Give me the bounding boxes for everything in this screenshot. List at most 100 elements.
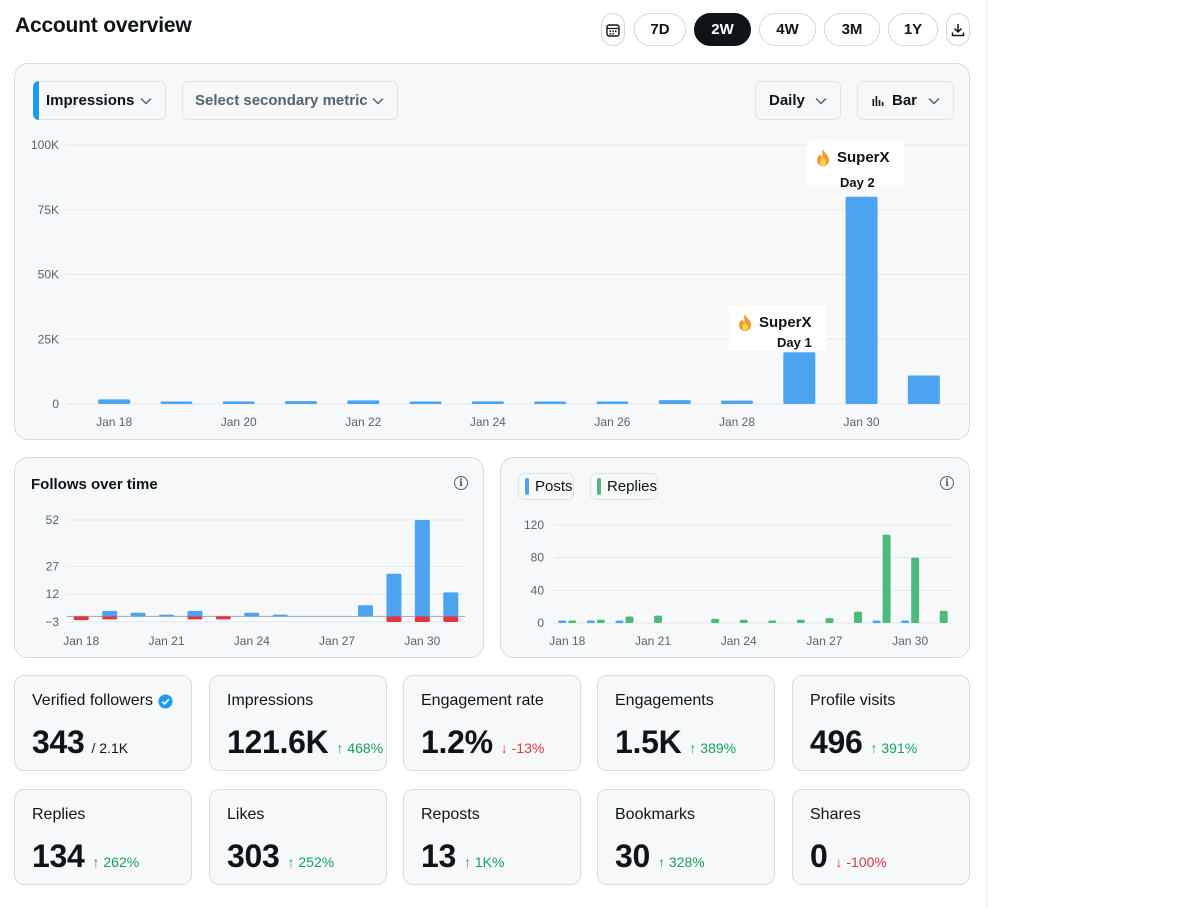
stat-value: 134 — [32, 838, 85, 874]
follows-bar — [244, 612, 260, 617]
replies-bar — [568, 620, 577, 623]
bar — [658, 400, 691, 404]
unfollows-bar — [73, 616, 89, 621]
info-icon[interactable]: i — [454, 476, 468, 490]
stat-change: ↓ -13% — [500, 740, 545, 756]
x-tick-label: Jan 28 — [719, 415, 755, 429]
content-divider — [986, 0, 987, 909]
unfollows-bar — [443, 616, 459, 622]
bar — [471, 401, 504, 404]
x-tick-label: Jan 18 — [63, 634, 99, 648]
stat-label-text: Engagement rate — [421, 692, 544, 709]
stat-card-shares[interactable]: Shares 0 ↓ -100% — [792, 789, 970, 885]
stat-value: 343 — [32, 724, 85, 760]
y-tick-label: 40 — [531, 583, 545, 597]
stat-card-replies[interactable]: Replies 134 ↑ 262% — [14, 789, 192, 885]
replies-bar — [768, 620, 777, 623]
stat-value-row: 0 ↓ -100% — [810, 838, 887, 875]
x-tick-label: Jan 18 — [96, 415, 132, 429]
stat-card-verified-followers[interactable]: Verified followers 343 / 2.1K — [14, 675, 192, 771]
stat-value: 303 — [227, 838, 280, 874]
chevron-down-icon — [928, 97, 940, 105]
metric-color-indicator — [33, 81, 39, 120]
bar — [222, 401, 255, 404]
posts-swatch — [525, 478, 529, 495]
follows-title: Follows over time — [31, 476, 158, 493]
info-icon[interactable]: i — [940, 476, 954, 490]
stat-label: Likes — [227, 806, 264, 824]
x-tick-label: Jan 24 — [470, 415, 506, 429]
bar — [783, 352, 816, 404]
x-tick-label: Jan 20 — [221, 415, 257, 429]
replies-bar — [625, 616, 634, 623]
range-3m-button[interactable]: 3M — [824, 13, 880, 46]
interval-select[interactable]: Daily — [755, 81, 841, 120]
y-tick-label: 25K — [38, 332, 59, 346]
stat-value-row: 303 ↑ 252% — [227, 838, 334, 875]
x-tick-label: Jan 18 — [549, 634, 585, 648]
replies-bar — [711, 618, 720, 623]
range-7d-button[interactable]: 7D — [634, 13, 686, 46]
stat-value-row: 30 ↑ 328% — [615, 838, 705, 875]
chart-type-select[interactable]: Bar — [857, 81, 954, 120]
stat-label: Replies — [32, 806, 85, 824]
stat-label: Shares — [810, 806, 861, 824]
unfollows-bar — [187, 616, 203, 620]
stat-card-bookmarks[interactable]: Bookmarks 30 ↑ 328% — [597, 789, 775, 885]
legend-posts[interactable]: Posts — [518, 473, 574, 500]
range-2w-button[interactable]: 2W — [694, 13, 751, 46]
legend-replies[interactable]: Replies — [590, 473, 658, 500]
range-4w-button[interactable]: 4W — [759, 13, 816, 46]
stat-card-likes[interactable]: Likes 303 ↑ 252% — [209, 789, 387, 885]
calendar-icon — [606, 23, 620, 37]
unfollows-bar — [386, 616, 402, 622]
download-icon — [951, 23, 965, 36]
follows-bar — [386, 573, 402, 617]
stat-card-reposts[interactable]: Reposts 13 ↑ 1K% — [403, 789, 581, 885]
stat-card-engagements[interactable]: Engagements 1.5K ↑ 389% — [597, 675, 775, 771]
stat-label: Bookmarks — [615, 806, 695, 824]
y-tick-label: 12 — [46, 587, 60, 601]
stat-label: Engagement rate — [421, 692, 544, 710]
primary-metric-select[interactable]: Impressions — [33, 81, 166, 120]
x-tick-label: Jan 22 — [345, 415, 381, 429]
y-tick-label: 75K — [38, 203, 59, 217]
follows-bar — [443, 592, 459, 617]
stat-label: Engagements — [615, 692, 714, 710]
follows-bar — [102, 610, 118, 617]
bar — [596, 401, 629, 404]
stat-label-text: Bookmarks — [615, 806, 696, 823]
stat-label-text: Engagements — [615, 692, 714, 709]
secondary-metric-select[interactable]: Select secondary metric — [182, 81, 398, 120]
stat-card-profile-visits[interactable]: Profile visits 496 ↑ 391% — [792, 675, 970, 771]
replies-bar — [796, 619, 805, 623]
follows-bar — [187, 610, 203, 617]
superx-brand: SuperX — [759, 314, 812, 331]
posts-bar — [615, 620, 624, 623]
range-1y-button[interactable]: 1Y — [888, 13, 938, 46]
chevron-down-icon — [140, 97, 152, 105]
bar-chart-icon — [872, 96, 884, 106]
stat-change: ↑ 468% — [336, 740, 384, 756]
primary-metric-label: Impressions — [46, 92, 135, 109]
replies-bar — [825, 618, 834, 623]
unfollows-bar — [215, 616, 231, 620]
stat-value: 30 — [615, 838, 650, 874]
replies-bar — [939, 610, 948, 623]
download-button[interactable] — [946, 13, 970, 46]
stat-label-text: Reposts — [421, 806, 480, 823]
bar — [534, 401, 567, 404]
y-tick-label: 120 — [524, 518, 544, 532]
follows-bar-chart: 52 27 12 −3 Jan 18 Jan 21 Jan 24 Jan 27 Jan 30 — [45, 513, 465, 648]
stat-card-impressions[interactable]: Impressions 121.6K ↑ 468% — [209, 675, 387, 771]
bar — [347, 400, 380, 404]
stat-value: 1.2% — [421, 724, 493, 760]
calendar-button[interactable] — [601, 13, 625, 46]
stat-label-text: Likes — [227, 806, 265, 823]
y-tick-label: 50K — [38, 268, 59, 282]
stat-label-text: Profile visits — [810, 692, 896, 709]
stat-value: 121.6K — [227, 724, 329, 760]
stat-card-engagement-rate[interactable]: Engagement rate 1.2% ↓ -13% — [403, 675, 581, 771]
x-tick-label: Jan 24 — [721, 634, 757, 648]
y-tick-label: 100K — [31, 138, 59, 152]
